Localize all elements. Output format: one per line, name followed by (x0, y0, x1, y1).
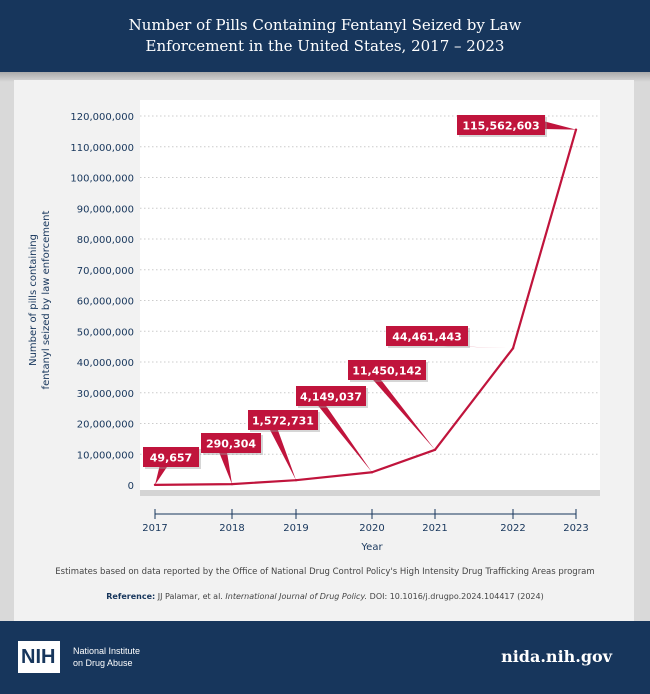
label-pointer (219, 452, 232, 485)
source-note: Estimates based on data reported by the … (55, 567, 595, 577)
data-label: 44,461,443 (392, 331, 462, 344)
data-point (230, 482, 234, 486)
data-point (370, 471, 374, 474)
data-point (433, 448, 437, 451)
y-tick-label: 80,000,000 (77, 235, 134, 246)
data-point (574, 128, 578, 131)
x-tick-label: 2021 (422, 523, 447, 534)
reference-authors: JJ Palamar, et al. (157, 592, 223, 601)
label-pointer (317, 405, 372, 473)
y-tick-label: 10,000,000 (77, 450, 134, 461)
reference-journal: International Journal of Drug Policy. (225, 592, 368, 601)
label-pointer (269, 429, 296, 481)
x-tick-label: 2022 (500, 523, 525, 534)
x-tick-label: 2017 (142, 523, 167, 534)
y-tick-label: 20,000,000 (77, 420, 134, 431)
data-label-box (248, 410, 318, 430)
reference: Reference: JJ Palamar, et al. Internatio… (0, 592, 650, 601)
data-label: 11,450,142 (352, 365, 422, 378)
org-line1: National Institute (73, 646, 141, 656)
data-point (511, 347, 515, 350)
y-axis-title-line: fentanyl seized by law enforcement (41, 210, 52, 389)
data-label: 49,657 (150, 452, 192, 465)
data-label: 290,304 (206, 438, 256, 451)
y-tick-label: 120,000,000 (70, 112, 134, 123)
y-tick-label: 100,000,000 (70, 174, 134, 185)
plot-baseline-shadow (140, 490, 600, 496)
x-axis-title: Year (360, 542, 383, 553)
data-label-box (143, 447, 199, 467)
y-tick-label: 70,000,000 (77, 266, 134, 277)
data-point (153, 483, 157, 487)
header: Number of Pills Containing Fentanyl Seiz… (0, 0, 650, 72)
reference-doi: DOI: 10.1016/j.drugpo.2024.104417 (2024) (369, 592, 544, 601)
y-tick-label: 50,000,000 (77, 327, 134, 338)
site-link[interactable]: nida.nih.gov (501, 647, 612, 666)
x-tick-label: 2020 (359, 523, 384, 534)
org-name: National Institute on Drug Abuse (73, 645, 153, 669)
footer: NIH National Institute on Drug Abuse nid… (0, 621, 650, 694)
page-title: Number of Pills Containing Fentanyl Seiz… (128, 16, 522, 55)
data-label: 115,562,603 (462, 120, 539, 133)
x-tick-label: 2019 (283, 523, 308, 534)
nih-logo: NIH (18, 641, 60, 673)
data-label: 1,572,731 (252, 415, 314, 428)
shadow (0, 72, 650, 82)
data-label-box (348, 360, 426, 380)
label-pointer (372, 379, 435, 450)
data-label-box (386, 326, 468, 346)
y-axis-title: Number of pills containing fentanyl seize… (28, 210, 52, 389)
x-tick-label: 2023 (563, 523, 588, 534)
data-point (294, 478, 298, 482)
data-label-box (296, 386, 366, 406)
x-tick-label: 2018 (219, 523, 244, 534)
data-label: 4,149,037 (300, 391, 362, 404)
org-line2: on Drug Abuse (73, 658, 133, 668)
data-label-box (457, 115, 545, 135)
data-label-box (201, 433, 261, 453)
label-pointer (543, 121, 576, 130)
label-pointer (155, 466, 168, 485)
plot-area (140, 100, 600, 490)
y-axis-title-line: Number of pills containing (28, 234, 39, 366)
y-tick-label: 110,000,000 (70, 143, 134, 154)
y-tick-label: 60,000,000 (77, 297, 134, 308)
y-tick-label: 40,000,000 (77, 358, 134, 369)
y-tick-label: 30,000,000 (77, 389, 134, 400)
y-tick-label: 0 (128, 481, 134, 492)
reference-label: Reference: (106, 592, 156, 601)
y-tick-label: 90,000,000 (77, 204, 134, 215)
